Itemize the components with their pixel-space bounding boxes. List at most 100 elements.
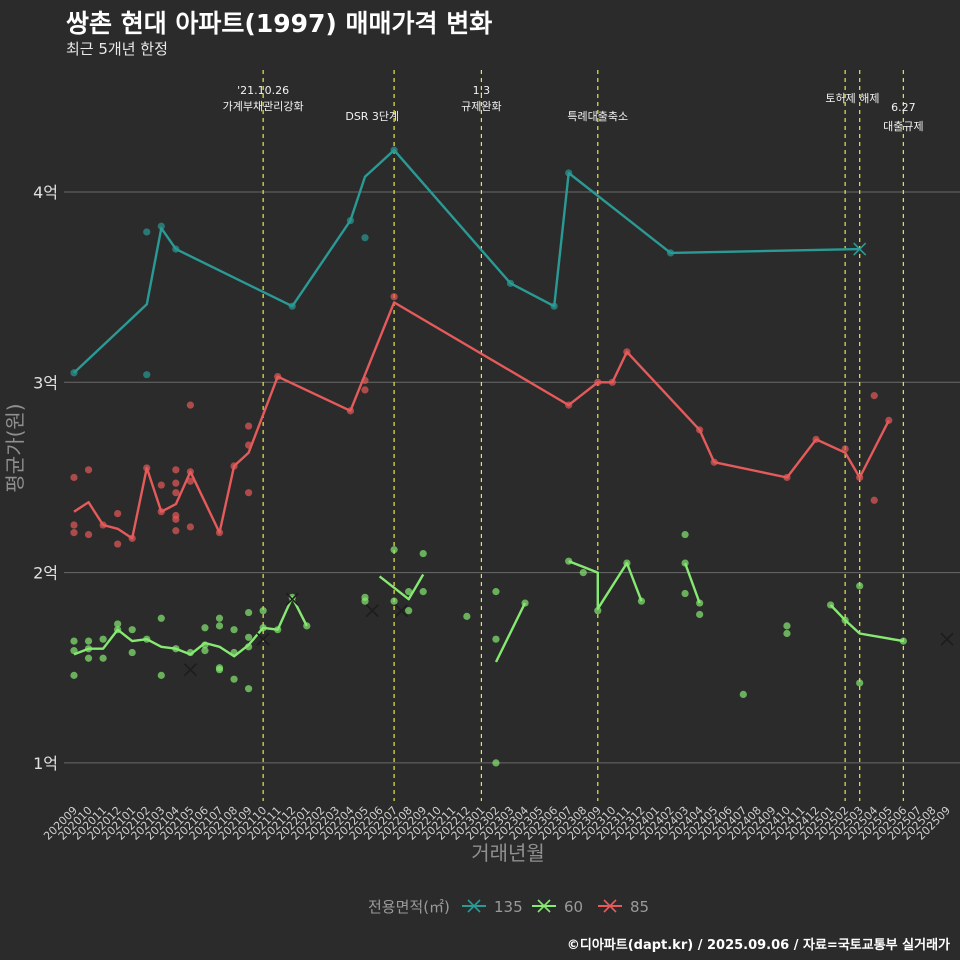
data-point	[783, 629, 791, 638]
legend-label: 85	[630, 898, 649, 916]
data-point	[681, 530, 689, 539]
y-axis-title: 평균가(원)	[3, 403, 27, 492]
data-point	[84, 637, 93, 645]
data-point	[157, 614, 165, 622]
data-point	[390, 597, 398, 605]
data-point	[114, 540, 122, 548]
data-point	[870, 392, 878, 400]
data-point	[201, 624, 209, 632]
data-point	[99, 654, 107, 662]
data-point	[215, 666, 224, 674]
data-point	[172, 479, 180, 487]
series-line	[568, 560, 643, 610]
data-point	[84, 466, 93, 474]
data-point	[259, 607, 267, 615]
data-point	[215, 622, 224, 630]
legend: 전용면적(㎡) 135 60 85	[368, 898, 649, 916]
data-point	[84, 530, 93, 539]
y-tick-label: 3억	[33, 373, 58, 392]
data-point	[739, 690, 747, 698]
data-point	[405, 588, 413, 596]
data-point	[245, 608, 253, 617]
data-point	[390, 546, 398, 554]
series-85	[70, 293, 893, 548]
data-point	[70, 671, 78, 679]
data-point	[186, 401, 194, 409]
y-tick-label: 2억	[33, 564, 58, 583]
data-point	[128, 648, 136, 657]
data-point	[172, 489, 180, 497]
legend-cross	[603, 899, 617, 913]
data-point	[230, 626, 238, 634]
data-point	[186, 523, 194, 531]
annotation-label: DSR 3단계	[345, 110, 399, 123]
data-point	[361, 597, 369, 605]
annotation-label: 대출규제	[883, 120, 923, 133]
data-point	[856, 679, 864, 687]
data-point	[157, 222, 165, 230]
data-point	[157, 481, 165, 489]
data-point	[783, 622, 791, 630]
data-point	[245, 422, 253, 430]
data-point	[84, 654, 93, 662]
series-line	[494, 602, 527, 663]
data-point	[143, 371, 151, 379]
data-point	[172, 527, 180, 535]
data-point	[245, 685, 253, 693]
y-axis-ticks: 1억 2억 3억 4억	[33, 183, 58, 773]
annotation-label: 규제완화	[461, 100, 501, 113]
data-point	[157, 671, 165, 679]
data-point	[114, 510, 122, 518]
data-point	[215, 614, 224, 622]
source-caption: ©디아파트(dapt.kr) / 2025.09.06 / 자료=국토교통부 실…	[566, 938, 950, 953]
data-point	[681, 589, 689, 598]
data-point	[419, 588, 427, 596]
data-point	[463, 612, 471, 620]
data-point	[114, 620, 122, 628]
data-point	[172, 466, 180, 474]
data-point	[492, 588, 500, 596]
annotation-label: 특례대출축소	[567, 110, 628, 123]
data-point	[245, 489, 253, 497]
annotation-label: 토허제 해제	[825, 91, 879, 105]
y-tick-label: 1억	[33, 754, 58, 773]
data-point	[856, 582, 864, 590]
data-point	[99, 635, 107, 643]
data-point	[594, 607, 602, 615]
data-point	[143, 228, 151, 236]
chart-title: 쌍촌 현대 아파트(1997) 매매가격 변화	[66, 9, 493, 38]
series-135	[70, 146, 867, 379]
gridlines	[64, 191, 960, 764]
y-tick-label: 4억	[33, 183, 58, 202]
cross-marker	[853, 242, 867, 256]
legend-title: 전용면적(㎡)	[368, 898, 450, 916]
data-point	[172, 515, 180, 523]
data-point	[492, 635, 500, 643]
data-point	[405, 607, 413, 615]
annotation-label: '21.10.26	[237, 84, 289, 97]
series-line	[683, 562, 701, 604]
data-point	[870, 496, 878, 504]
series-line	[73, 301, 890, 540]
legend-label: 135	[494, 898, 523, 916]
data-point	[361, 386, 369, 394]
data-point	[70, 637, 78, 645]
data-point	[390, 293, 398, 301]
data-point	[186, 477, 194, 485]
data-point	[230, 675, 238, 683]
data-point	[70, 473, 78, 482]
data-point	[70, 529, 78, 537]
series-line	[73, 596, 308, 658]
data-point	[696, 610, 704, 619]
annotation-label: 1.3	[473, 84, 491, 97]
data-series	[70, 146, 954, 767]
chart-subtitle: 최근 5개년 한정	[66, 40, 168, 58]
data-point	[419, 549, 427, 558]
policy-lines	[262, 70, 904, 801]
data-point	[70, 521, 78, 529]
series-line	[378, 573, 425, 601]
data-point	[361, 234, 369, 242]
series-line	[829, 604, 904, 643]
